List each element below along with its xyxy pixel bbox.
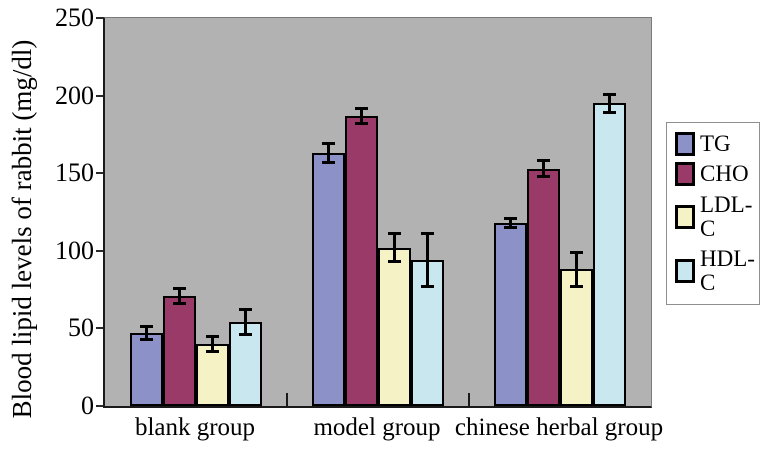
error-bar-cap bbox=[173, 286, 186, 290]
y-tick-mark bbox=[96, 249, 103, 252]
y-tick-label: 150 bbox=[55, 158, 94, 188]
bar-tg-1 bbox=[130, 333, 163, 406]
error-bar-cap bbox=[421, 232, 434, 236]
legend-item-ldl-c: LDL-C bbox=[675, 191, 757, 241]
legend-swatch bbox=[675, 204, 695, 229]
x-category-label: chinese herbal group bbox=[454, 414, 664, 441]
error-bar-cap bbox=[570, 250, 583, 254]
error-bar-cap bbox=[140, 325, 153, 329]
y-tick-mark bbox=[96, 327, 103, 330]
bar-cho-1 bbox=[163, 295, 196, 406]
error-bar bbox=[360, 108, 363, 124]
bar-ldl-c-1 bbox=[196, 343, 229, 406]
legend-label: LDL-C bbox=[700, 191, 753, 241]
legend-label: TG bbox=[700, 131, 731, 157]
y-tick-mark bbox=[96, 94, 103, 97]
error-bar-cap bbox=[570, 284, 583, 288]
error-bar-cap bbox=[239, 333, 252, 337]
error-bar-cap bbox=[537, 174, 550, 178]
error-bar bbox=[575, 252, 578, 287]
error-bar-cap bbox=[206, 350, 219, 354]
error-bar bbox=[145, 326, 148, 340]
error-bar bbox=[393, 233, 396, 262]
x-category-label: model group bbox=[313, 414, 441, 441]
error-bar-cap bbox=[537, 159, 550, 163]
error-bar-cap bbox=[322, 142, 335, 146]
plot-area bbox=[103, 17, 652, 408]
legend-item-cho: CHO bbox=[675, 161, 757, 187]
y-tick-label: 0 bbox=[81, 391, 94, 420]
legend-label: CHO bbox=[700, 161, 749, 187]
y-tick-label: 250 bbox=[55, 3, 94, 32]
error-bar-cap bbox=[603, 92, 616, 96]
error-bar bbox=[426, 233, 429, 287]
y-tick-label: 50 bbox=[68, 313, 94, 343]
legend-swatch bbox=[675, 132, 695, 157]
error-bar-cap bbox=[504, 216, 517, 220]
y-tick-mark bbox=[96, 172, 103, 175]
error-bar-cap bbox=[388, 260, 401, 264]
legend-item-hdl-c: HDL-C bbox=[675, 245, 757, 295]
bar-tg-3 bbox=[494, 222, 527, 406]
error-bar-cap bbox=[322, 160, 335, 164]
x-category-label: blank group bbox=[134, 414, 256, 441]
error-bar-cap bbox=[140, 337, 153, 341]
error-bar-cap bbox=[206, 334, 219, 338]
error-bar-cap bbox=[421, 284, 434, 288]
error-bar-cap bbox=[603, 111, 616, 115]
bar-hdl-c-1 bbox=[229, 322, 262, 406]
error-bar bbox=[211, 336, 214, 352]
legend-item-tg: TG bbox=[675, 131, 757, 157]
legend-label: HDL-C bbox=[700, 245, 755, 295]
bar-cho-3 bbox=[527, 168, 560, 406]
error-bar bbox=[178, 288, 181, 304]
bar-ldl-c-2 bbox=[378, 247, 411, 406]
bar-hdl-c-3 bbox=[593, 103, 626, 406]
error-bar bbox=[608, 94, 611, 113]
legend: TG CHO LDL-C HDL-C bbox=[666, 122, 760, 305]
y-tick-label: 100 bbox=[55, 235, 94, 265]
error-bar bbox=[542, 160, 545, 177]
error-bar-cap bbox=[355, 122, 368, 126]
bar-tg-2 bbox=[312, 153, 345, 406]
error-bar bbox=[327, 143, 330, 163]
error-bar-cap bbox=[388, 232, 401, 236]
y-tick-mark bbox=[96, 405, 103, 407]
y-tick-label: 200 bbox=[55, 80, 94, 110]
error-bar-cap bbox=[504, 226, 517, 230]
bar-cho-2 bbox=[345, 115, 378, 406]
legend-swatch bbox=[675, 258, 695, 283]
error-bar bbox=[509, 218, 512, 228]
y-tick-mark bbox=[96, 17, 103, 19]
error-bar-cap bbox=[173, 302, 186, 306]
error-bar-cap bbox=[239, 308, 252, 312]
error-bar-cap bbox=[355, 106, 368, 110]
x-tick-mark bbox=[286, 393, 288, 406]
x-tick-mark bbox=[468, 393, 470, 406]
bar-ldl-c-3 bbox=[560, 269, 593, 406]
legend-swatch bbox=[675, 162, 695, 187]
error-bar bbox=[244, 309, 247, 335]
